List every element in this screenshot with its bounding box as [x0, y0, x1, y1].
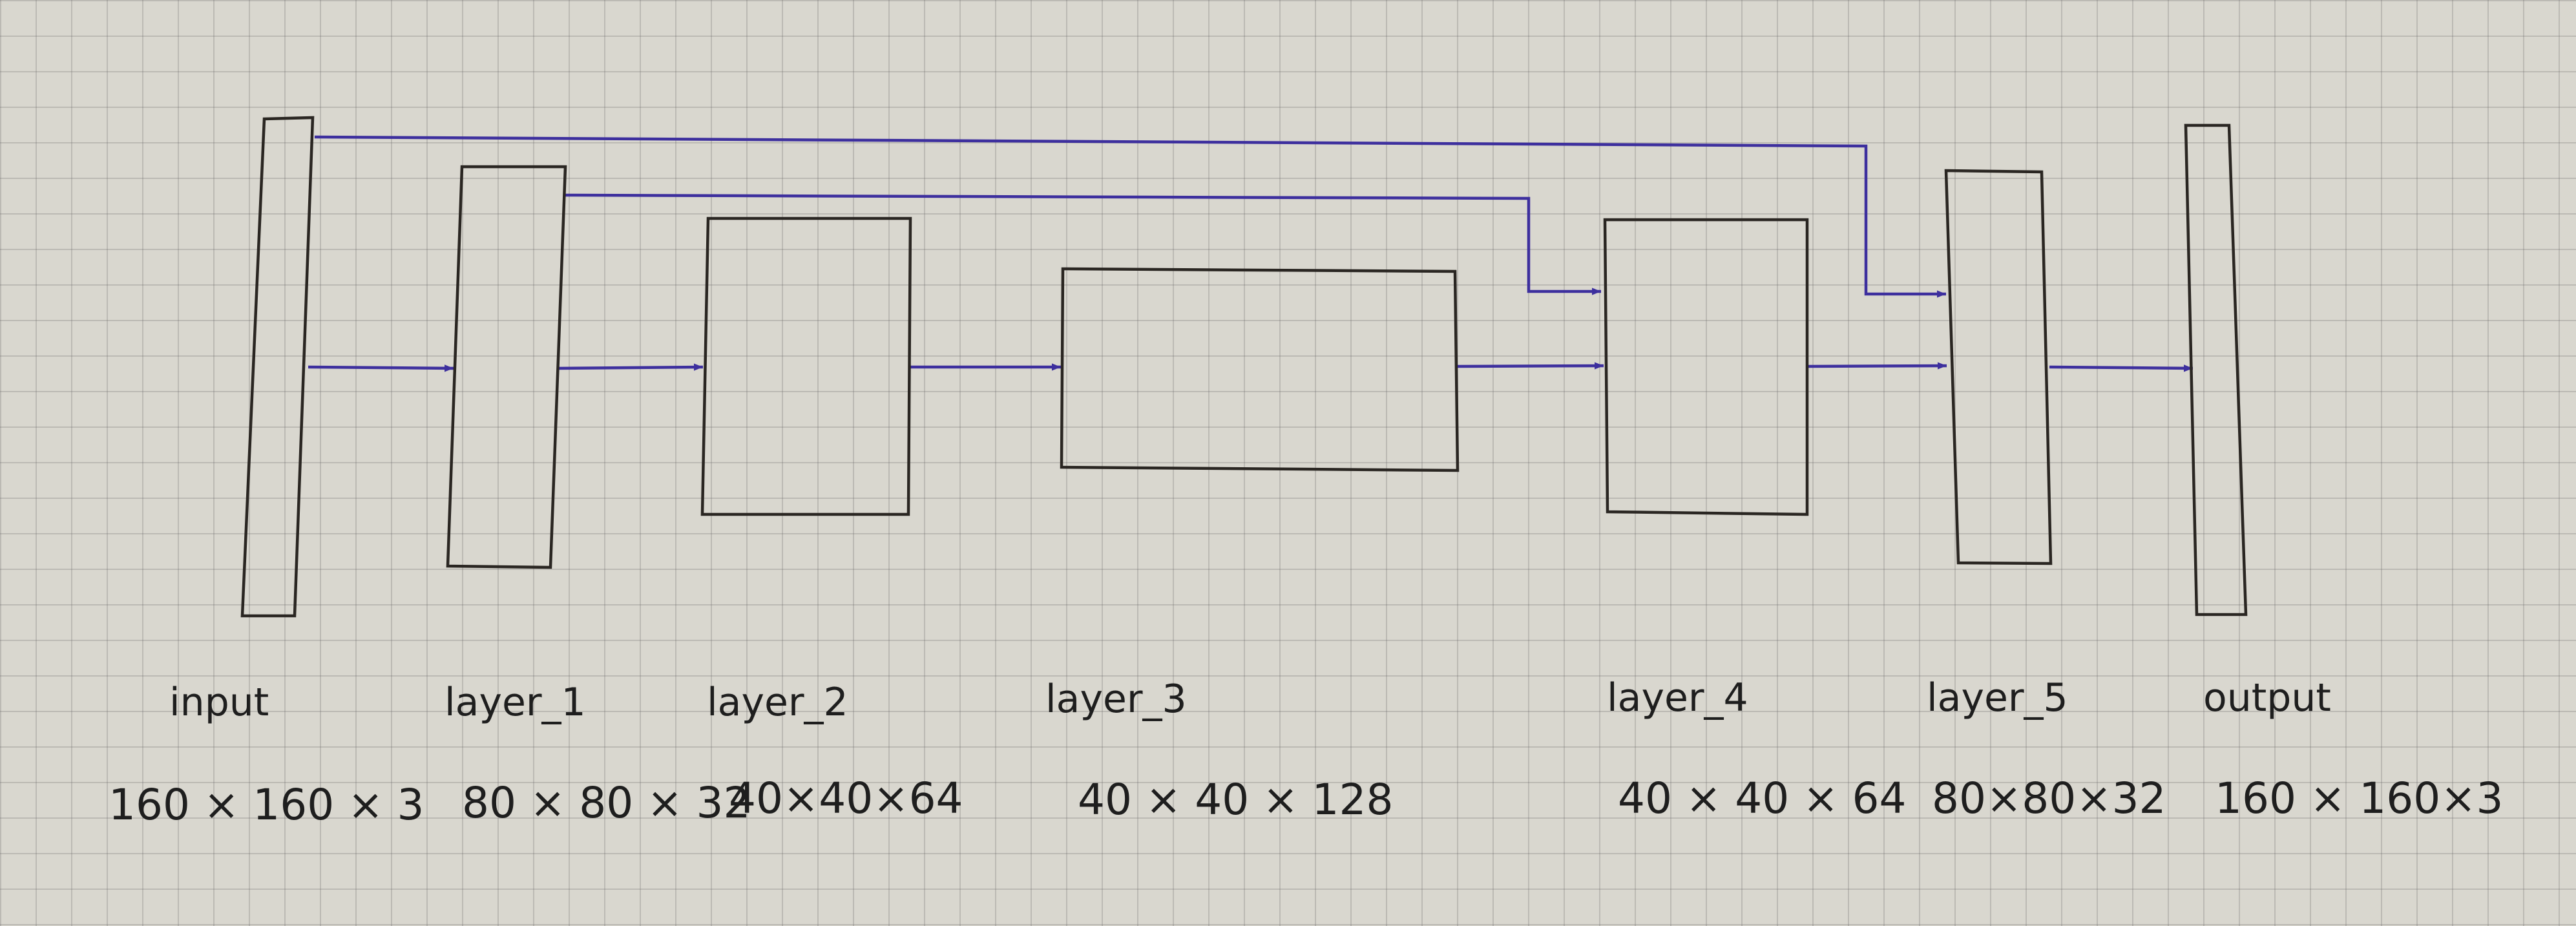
- arrow-layer-5-to-output: [2049, 367, 2193, 368]
- layer-2-box: [702, 218, 910, 514]
- dims-layer-3: 40 × 40 × 128: [1078, 775, 1393, 825]
- layer-label-layer-1: layer_1: [445, 680, 586, 725]
- output-layer-box: [2186, 125, 2246, 615]
- dimension-labels: 160 × 160 × 3 80 × 80 × 32 40×40×64 40 ×…: [109, 773, 2504, 830]
- layer-5-box: [1946, 171, 2051, 563]
- dims-output: 160 × 160×3: [2215, 773, 2504, 823]
- dims-input: 160 × 160 × 3: [109, 780, 424, 830]
- layer-4-box: [1605, 220, 1807, 514]
- layer-label-output: output: [2203, 675, 2331, 721]
- dims-layer-5: 80×80×32: [1932, 773, 2166, 823]
- dims-layer-1: 80 × 80 × 32: [462, 778, 750, 828]
- arrow-layer-1-to-layer-2: [558, 367, 703, 368]
- arrow-input-to-layer-1: [308, 367, 454, 368]
- dims-layer-2: 40×40×64: [729, 773, 963, 823]
- layer-label-layer-3: layer_3: [1045, 677, 1187, 722]
- dims-layer-4: 40 × 40 × 64: [1618, 773, 1906, 823]
- forward-connections: [308, 366, 2193, 368]
- layer-label-layer-5: layer_5: [1927, 675, 2068, 721]
- layer-label-layer-2: layer_2: [707, 680, 848, 725]
- skip-connection-layer-1-to-layer-4: [564, 195, 1601, 291]
- layer-1-box: [448, 167, 565, 567]
- layer-label-input: input: [169, 680, 269, 725]
- layer-labels: input layer_1 layer_2 layer_3 layer_4 la…: [169, 675, 2331, 725]
- layer-label-layer-4: layer_4: [1607, 675, 1748, 721]
- input-layer-box: [242, 118, 313, 616]
- layer-3-box: [1062, 269, 1458, 470]
